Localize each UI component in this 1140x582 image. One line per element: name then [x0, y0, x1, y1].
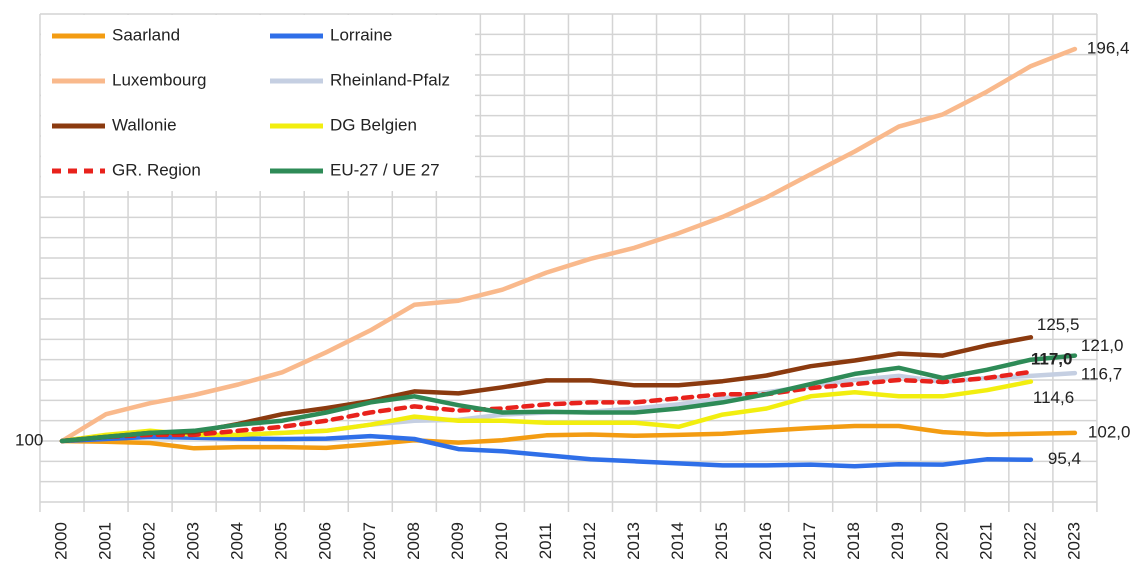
x-tick-label: 2023: [1064, 522, 1083, 560]
line-series: [59, 423, 1078, 451]
value-label: 196,4: [1087, 38, 1130, 57]
x-tick-label: 2014: [668, 522, 687, 560]
value-label: 117,0: [1031, 349, 1073, 368]
line-series: [59, 353, 1078, 444]
x-tick-label: 2012: [580, 522, 599, 560]
x-tick-label: 2006: [316, 522, 335, 560]
value-label: 125,5: [1037, 315, 1080, 334]
line-series: [59, 369, 1034, 444]
x-tick-label: 2000: [51, 522, 70, 560]
x-tick-label: 2005: [272, 522, 291, 560]
value-label: 95,4: [1048, 449, 1081, 468]
value-label: 116,7: [1081, 365, 1122, 384]
x-tick-label: 2008: [404, 522, 423, 560]
x-tick-label: 2022: [1020, 522, 1039, 560]
legend-box: [41, 15, 475, 191]
legend-label: EU-27 / UE 27: [330, 160, 440, 179]
value-label: 114,6: [1033, 388, 1074, 407]
x-tick-label: 2021: [976, 522, 995, 560]
x-tick-label: 2015: [712, 522, 731, 560]
legend-label: Lorraine: [330, 25, 392, 44]
x-tick-label: 2011: [536, 523, 555, 560]
line-series: [59, 433, 1034, 469]
x-tick-label: 2017: [800, 522, 819, 560]
x-tick-label: 2009: [448, 522, 467, 560]
x-tick-label: 2013: [624, 522, 643, 560]
x-tick-label: 2003: [184, 522, 203, 560]
value-label: 121,0: [1081, 336, 1124, 355]
x-tick-label: 2018: [844, 522, 863, 560]
legend-label: GR. Region: [112, 160, 201, 179]
line-series: [59, 46, 1078, 444]
x-tick-label: 2004: [228, 522, 247, 560]
x-tick-label: 2007: [360, 522, 379, 560]
legend-label: Wallonie: [112, 115, 177, 134]
x-tick-label: 2001: [96, 522, 115, 560]
x-tick-label: 2020: [932, 522, 951, 560]
x-tick-label: 2019: [888, 522, 907, 560]
line-series: [59, 379, 1034, 444]
x-tick-label: 2002: [140, 522, 159, 560]
legend-label: Saarland: [112, 25, 180, 44]
x-tick-label: 2016: [756, 522, 775, 560]
legend-label: Rheinland-Pfalz: [330, 70, 450, 89]
value-label: 102,0: [1088, 422, 1131, 441]
legend: Saarland Lorraine Luxembourg Rheinland-Pfal…: [41, 15, 475, 191]
x-tick-label: 2010: [492, 522, 511, 560]
y-tick-label: 100: [15, 430, 43, 449]
legend-label: Luxembourg: [112, 70, 207, 89]
legend-label: DG Belgien: [330, 115, 417, 134]
